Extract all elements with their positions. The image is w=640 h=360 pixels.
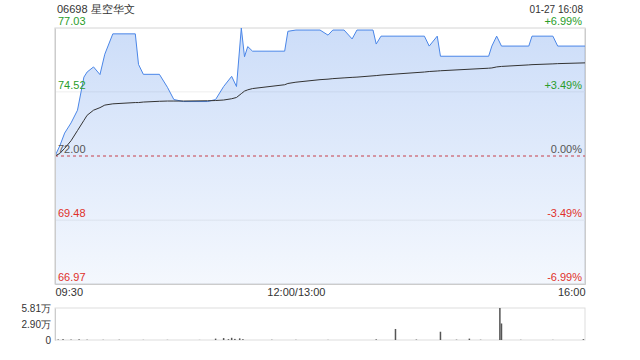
- y2-tick: -3.49%: [547, 207, 585, 220]
- volume-bar: [143, 339, 145, 340]
- y2-tick: +6.99%: [544, 15, 585, 28]
- volume-bar: [167, 339, 169, 340]
- volume-y-tick: 0: [45, 335, 55, 346]
- volume-bar: [231, 338, 233, 340]
- volume-bar: [199, 339, 201, 340]
- volume-bar: [70, 339, 72, 340]
- y-tick: 72.00: [55, 143, 86, 156]
- volume-bar: [86, 339, 88, 340]
- y-tick-label: 66.97: [58, 271, 86, 283]
- y-tick-label: 77.03: [58, 15, 86, 27]
- volume-bar: [102, 339, 104, 340]
- x-axis: 09:30 12:00/13:00 16:00: [56, 284, 586, 298]
- volume-bar: [480, 339, 482, 340]
- volume-y-tick: 5.81万: [22, 303, 55, 314]
- volume-y-tick-label: 2.90万: [22, 319, 51, 330]
- y2-tick: +3.49%: [544, 79, 585, 92]
- volume-y-tick-label: 5.81万: [22, 303, 51, 314]
- average-line: [55, 63, 585, 156]
- volume-bar: [456, 339, 458, 340]
- y2-tick-label: 0.00%: [551, 143, 582, 155]
- volume-bar: [223, 338, 225, 340]
- volume-bar: [501, 323, 503, 340]
- y2-tick-label: +6.99%: [544, 15, 582, 27]
- y-axis: 77.03 74.52 72.00 69.48 66.97: [55, 15, 86, 284]
- y-tick-label: 74.52: [58, 79, 86, 91]
- volume-y-axis-line: [55, 309, 56, 341]
- volume-bar: [552, 339, 554, 340]
- x-tick-label: 12:00/13:00: [267, 286, 325, 298]
- volume-bar: [469, 339, 471, 340]
- y2-axis: +6.99% +3.49% 0.00% -3.49% -6.99%: [544, 15, 585, 284]
- y2-tick-label: -6.99%: [547, 271, 582, 283]
- y-tick: 69.48: [55, 207, 86, 220]
- y2-axis-line: [585, 29, 586, 285]
- volume-frame: [55, 308, 585, 340]
- y-tick-label: 69.48: [58, 207, 86, 219]
- volume-bar: [295, 339, 297, 340]
- y-tick-label: 72.00: [58, 143, 86, 155]
- volume-bar: [78, 339, 80, 340]
- subtitle: 01-27 16:08: [530, 4, 584, 15]
- chart: 06698 星空华文 01-27 16:08 77.03 74.52 72.00 69.4…: [0, 0, 640, 360]
- volume-bar: [228, 339, 230, 340]
- plot-frame: [55, 28, 585, 284]
- y-tick: 74.52: [55, 79, 86, 92]
- y2-tick: 0.00%: [551, 143, 585, 156]
- y-axis-line: [55, 29, 56, 285]
- x-tick-label: 09:30: [56, 286, 84, 298]
- volume-bar: [271, 339, 273, 340]
- grid-line: [55, 28, 585, 29]
- x-tick-label: 16:00: [558, 286, 586, 298]
- grid: [55, 28, 585, 284]
- volume-y-axis: 5.81万 2.90万 0: [22, 303, 56, 346]
- volume-area: [55, 308, 584, 340]
- volume-bar: [327, 339, 329, 340]
- volume-y-tick: 2.90万: [22, 319, 55, 330]
- y-tick: 66.97: [55, 271, 86, 284]
- volume-bar: [215, 339, 217, 340]
- volume-bar: [62, 339, 64, 340]
- volume-bar: [499, 308, 501, 340]
- volume-bar: [520, 339, 522, 340]
- volume-bar: [375, 339, 377, 340]
- title: 06698 星空华文: [57, 3, 135, 15]
- volume-bar: [583, 339, 585, 340]
- volume-y-tick-label: 0: [45, 335, 51, 346]
- x-tick: 12:00/13:00: [267, 284, 325, 298]
- volume-bar: [242, 339, 244, 340]
- price-area: [55, 28, 585, 284]
- volume-bar: [57, 339, 59, 340]
- price-line: [55, 28, 585, 156]
- volume-bar: [395, 329, 397, 340]
- volume-bar: [416, 339, 418, 340]
- plot-area: [55, 28, 585, 284]
- volume-bar: [118, 339, 120, 340]
- volume-bar: [234, 339, 236, 340]
- volume-bar: [239, 338, 241, 340]
- volume-bar: [440, 332, 442, 340]
- x-tick: 09:30: [56, 284, 84, 298]
- y2-tick: -6.99%: [547, 271, 585, 284]
- x-tick: 16:00: [558, 284, 586, 298]
- y-tick: 77.03: [55, 15, 86, 28]
- y2-tick-label: -3.49%: [547, 207, 582, 219]
- y2-tick-label: +3.49%: [544, 79, 582, 91]
